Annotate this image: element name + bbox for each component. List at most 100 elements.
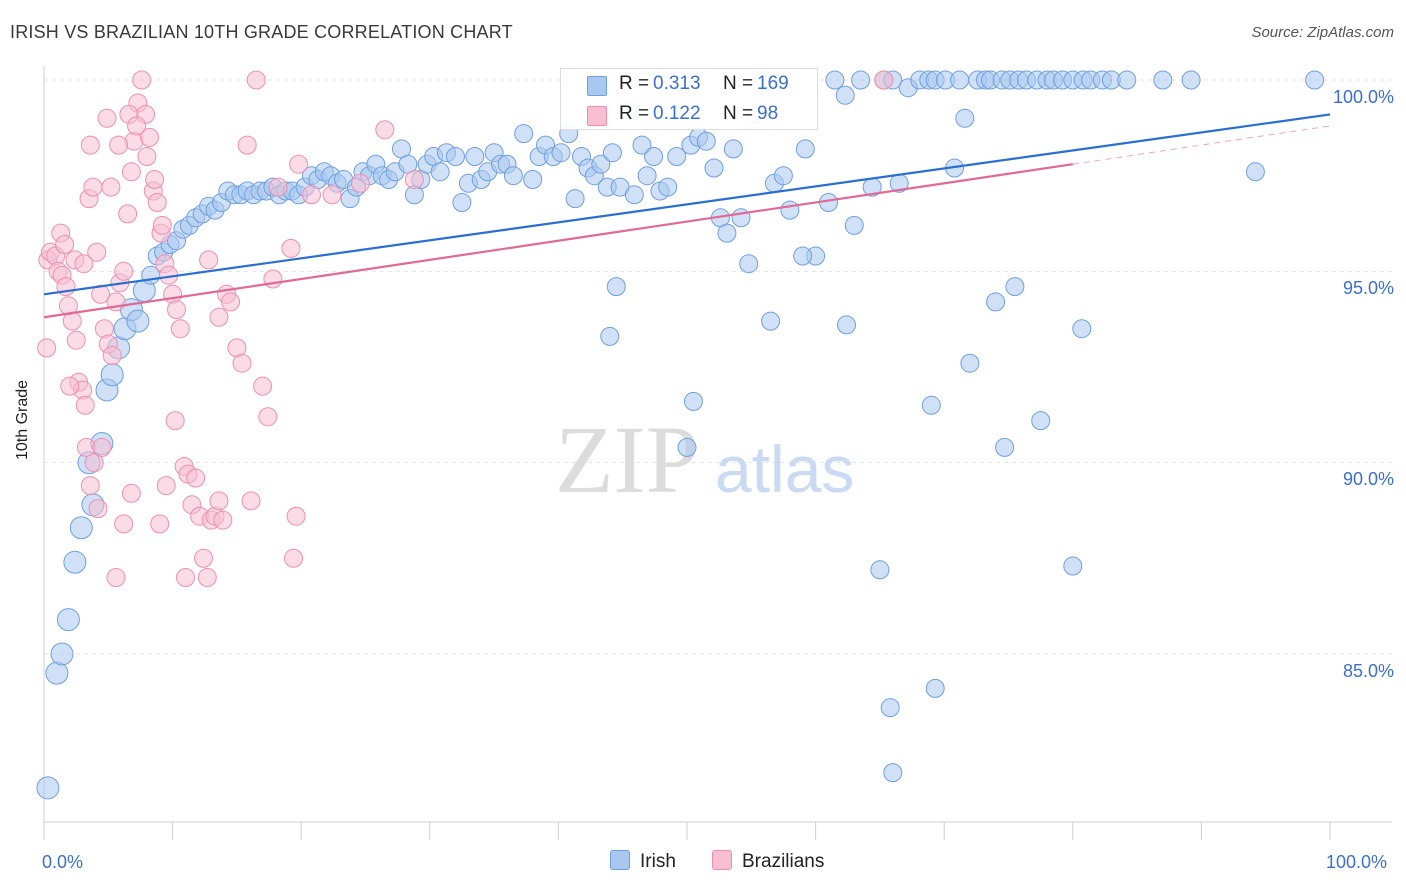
irish-point [465, 147, 485, 166]
brazilian-point [322, 185, 342, 205]
brazilian-point [404, 170, 424, 189]
brazilian-r-value: 0.122 [653, 103, 701, 124]
irish-point [1117, 70, 1137, 90]
brazilian-point [197, 568, 217, 587]
irish-point [717, 223, 737, 243]
irish-point [1305, 70, 1325, 90]
irish-point [644, 147, 664, 166]
brazilian-point [114, 514, 134, 534]
brazilian-point [241, 491, 261, 511]
brazilian-point [170, 319, 190, 339]
irish-point [773, 166, 793, 186]
brazilian-point [289, 154, 309, 174]
brazilian-point [350, 173, 370, 193]
irish-point [565, 189, 585, 209]
irish-point [995, 437, 1015, 457]
irish-point [606, 277, 626, 297]
brazilian-point [92, 437, 112, 457]
irish-point [503, 166, 523, 186]
legend-item-irish[interactable]: Irish [610, 850, 676, 873]
irish-point [696, 131, 716, 151]
brazilian-point [167, 300, 186, 320]
irish-point [1063, 556, 1083, 576]
irish-point [551, 143, 571, 163]
irish-point [1031, 411, 1051, 431]
irish-point [950, 70, 970, 90]
brazilian-point [145, 170, 165, 189]
irish-point [723, 139, 743, 159]
y-axis-label: 10th Grade [14, 379, 31, 460]
watermark-zip: ZIP [555, 406, 699, 513]
irish-point [624, 185, 644, 205]
watermark-atlas: atlas [715, 432, 854, 506]
watermark: ZIP atlas [555, 406, 854, 513]
irish-point [870, 560, 890, 580]
stats-legend: R = 0.313 N = 169 R = 0.122 N = 98 [560, 68, 818, 130]
brazilian-point [375, 120, 395, 140]
legend-row-brazilians: R = 0.122 N = 98 [561, 99, 817, 129]
irish-point [960, 353, 980, 373]
irish-point [632, 135, 652, 155]
brazilian-point [97, 108, 117, 128]
irish-point [430, 162, 450, 182]
brazilian-trend-line [43, 163, 1073, 319]
brazilian-point [302, 185, 321, 205]
brazilian-point [109, 135, 129, 155]
legend-label-irish: Irish [640, 851, 676, 872]
brazilian-point [147, 193, 167, 212]
brazilian-point [87, 242, 107, 262]
irish-point [514, 124, 534, 144]
irish-point [658, 177, 678, 197]
irish-point [677, 437, 697, 457]
irish-point [780, 200, 800, 220]
brazilian-point [140, 127, 159, 147]
irish-point [45, 661, 69, 685]
brazilian-point [246, 70, 266, 90]
legend-row-irish: R = 0.313 N = 169 [561, 69, 817, 99]
irish-point [704, 158, 724, 178]
brazilian-point [88, 499, 108, 519]
brazilian-point [176, 568, 195, 587]
irish-n-value: 169 [757, 73, 789, 94]
legend-item-brazilians[interactable]: Brazilians [712, 850, 824, 873]
brazilian-point [874, 70, 894, 90]
brazilian-point [75, 395, 95, 415]
x-tick-label-min: 0.0% [42, 852, 84, 872]
brazilian-point [221, 292, 240, 312]
irish-point [100, 363, 124, 387]
brazilian-point [121, 162, 141, 182]
irish-point [731, 208, 751, 228]
irish-swatch [587, 76, 607, 96]
irish-point [637, 166, 657, 186]
brazilian-point [209, 307, 229, 327]
irish-point [36, 776, 60, 800]
brazilian-point [101, 177, 121, 197]
brazilian-point [232, 353, 252, 373]
irish-point [683, 391, 703, 411]
x-tick-label-max: 100.0% [1326, 852, 1388, 872]
irish-point [1181, 70, 1201, 90]
irish-point [56, 608, 80, 632]
brazilian-point [194, 548, 213, 568]
irish-point [761, 311, 781, 331]
y-tick-label: 95.0% [1342, 278, 1394, 298]
irish-point [921, 395, 941, 415]
irish-point [523, 170, 543, 189]
n-label: N = [723, 73, 754, 94]
irish-point [1072, 319, 1092, 339]
irish-trend-line [43, 113, 1331, 296]
irish-point [452, 193, 472, 212]
brazilian-point [268, 177, 288, 197]
irish-point [1245, 162, 1265, 182]
r-label: R = [619, 73, 650, 94]
irish-point [69, 516, 93, 540]
brazilian-n-value: 98 [757, 103, 779, 124]
r-label: R = [619, 103, 650, 124]
brazilian-point [66, 330, 86, 350]
brazilian-point [137, 147, 157, 166]
brazilian-point [263, 269, 283, 289]
brazilian-points [37, 70, 894, 587]
irish-point [825, 70, 845, 90]
irish-point [1153, 70, 1173, 90]
